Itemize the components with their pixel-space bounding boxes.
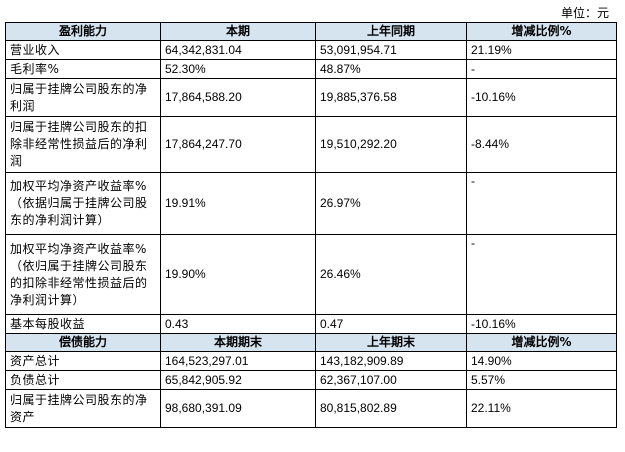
row-current: 19.91% bbox=[160, 172, 316, 235]
row-label: 加权平均净资产收益率%（依据归属于挂牌公司股东的净利润计算） bbox=[5, 172, 161, 235]
row-current: 65,842,905.92 bbox=[160, 370, 316, 390]
row-prior: 80,815,802.89 bbox=[315, 389, 467, 428]
row-change: - bbox=[466, 59, 617, 79]
table-row: 资产总计 164,523,297.01 143,182,909.89 14.90… bbox=[5, 351, 617, 371]
row-label: 归属于挂牌公司股东的净资产 bbox=[5, 389, 161, 428]
row-prior: 19,885,376.58 bbox=[315, 78, 467, 117]
header-solvency: 偿债能力 bbox=[5, 333, 161, 352]
header-period-end: 本期期末 bbox=[160, 333, 316, 352]
row-label: 归属于挂牌公司股东的扣除非经常性损益后的净利润 bbox=[5, 116, 161, 173]
table-row: 基本每股收益 0.43 0.47 -10.16% bbox=[5, 314, 617, 334]
table-row: 归属于挂牌公司股东的净资产 98,680,391.09 80,815,802.8… bbox=[5, 389, 617, 428]
section2-header-row: 偿债能力 本期期末 上年期末 增减比例% bbox=[5, 333, 617, 352]
row-prior: 53,091,954.71 bbox=[315, 40, 467, 60]
row-label: 归属于挂牌公司股东的净利润 bbox=[5, 78, 161, 117]
row-prior: 19,510,292.20 bbox=[315, 116, 467, 173]
row-current: 98,680,391.09 bbox=[160, 389, 316, 428]
table-row: 营业收入 64,342,831.04 53,091,954.71 21.19% bbox=[5, 40, 617, 60]
header-current-period: 本期 bbox=[160, 22, 316, 41]
row-change: -8.44% bbox=[466, 116, 617, 173]
row-change: 14.90% bbox=[466, 351, 617, 371]
table-row: 负债总计 65,842,905.92 62,367,107.00 5.57% bbox=[5, 370, 617, 390]
header-profitability: 盈利能力 bbox=[5, 22, 161, 41]
row-prior: 62,367,107.00 bbox=[315, 370, 467, 390]
row-prior: 0.47 bbox=[315, 314, 467, 334]
row-current: 17,864,247.70 bbox=[160, 116, 316, 173]
table-row: 加权平均净资产收益率%（依归属于挂牌公司股东的扣除非经常性损益后的净利润计算） … bbox=[5, 234, 617, 315]
row-change: 21.19% bbox=[466, 40, 617, 60]
unit-label: 单位：元 bbox=[560, 6, 609, 20]
header-change-pct: 增减比例% bbox=[466, 22, 617, 41]
header-prior-period-end: 上年期末 bbox=[315, 333, 467, 352]
row-label: 负债总计 bbox=[5, 370, 161, 390]
row-label: 基本每股收益 bbox=[5, 314, 161, 334]
header-change-pct: 增减比例% bbox=[466, 333, 617, 352]
row-prior: 26.97% bbox=[315, 172, 467, 235]
row-change: 5.57% bbox=[466, 370, 617, 390]
row-label: 资产总计 bbox=[5, 351, 161, 371]
section1-header-row: 盈利能力 本期 上年同期 增减比例% bbox=[5, 22, 617, 41]
header-prior-period: 上年同期 bbox=[315, 22, 467, 41]
financial-summary-table: 盈利能力 本期 上年同期 增减比例% 营业收入 64,342,831.04 53… bbox=[5, 22, 617, 428]
row-prior: 26.46% bbox=[315, 234, 467, 315]
table-row: 归属于挂牌公司股东的扣除非经常性损益后的净利润 17,864,247.70 19… bbox=[5, 116, 617, 173]
row-current: 17,864,588.20 bbox=[160, 78, 316, 117]
row-label: 毛利率% bbox=[5, 59, 161, 79]
table-row: 毛利率% 52.30% 48.87% - bbox=[5, 59, 617, 79]
row-change: -10.16% bbox=[466, 78, 617, 117]
row-change: -10.16% bbox=[466, 314, 617, 334]
row-change: 22.11% bbox=[466, 389, 617, 428]
row-label: 加权平均净资产收益率%（依归属于挂牌公司股东的扣除非经常性损益后的净利润计算） bbox=[5, 234, 161, 315]
table-row: 加权平均净资产收益率%（依据归属于挂牌公司股东的净利润计算） 19.91% 26… bbox=[5, 172, 617, 235]
row-label: 营业收入 bbox=[5, 40, 161, 60]
table-row: 归属于挂牌公司股东的净利润 17,864,588.20 19,885,376.5… bbox=[5, 78, 617, 117]
row-prior: 143,182,909.89 bbox=[315, 351, 467, 371]
row-current: 0.43 bbox=[160, 314, 316, 334]
row-change: - bbox=[466, 172, 617, 235]
row-current: 52.30% bbox=[160, 59, 316, 79]
row-current: 164,523,297.01 bbox=[160, 351, 316, 371]
row-current: 64,342,831.04 bbox=[160, 40, 316, 60]
row-change: - bbox=[466, 234, 617, 315]
row-prior: 48.87% bbox=[315, 59, 467, 79]
row-current: 19.90% bbox=[160, 234, 316, 315]
